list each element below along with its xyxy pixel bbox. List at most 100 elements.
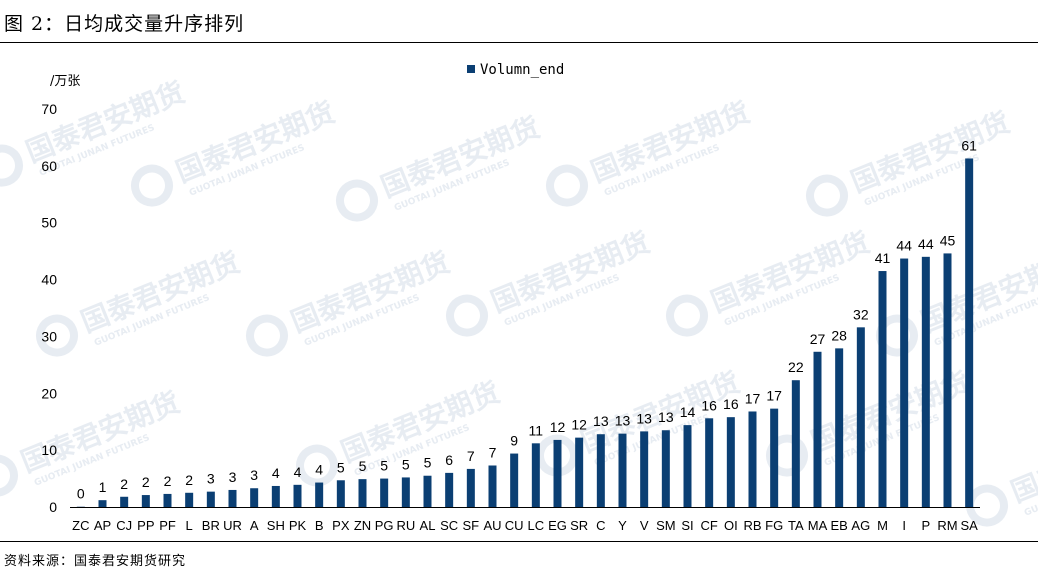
watermark-logo (36, 314, 79, 357)
x-tick-label: SR (570, 518, 588, 533)
watermark-logo (0, 454, 19, 497)
bar-value-label: 3 (250, 467, 258, 483)
x-tick-label: RU (396, 518, 415, 533)
x-tick-label: EG (548, 518, 567, 533)
bar (98, 500, 107, 507)
x-tick-label: I (902, 518, 906, 533)
x-tick-label: PX (332, 518, 350, 533)
x-tick-label: CF (700, 518, 717, 533)
bar-value-label: 1 (99, 479, 107, 495)
y-tick-label: 40 (41, 272, 57, 288)
x-tick-label: MA (808, 518, 828, 533)
watermark-text: 国泰君安期货 (586, 95, 754, 189)
watermark-text: 国泰君安期货 (1006, 415, 1038, 509)
bar-value-label: 16 (701, 397, 717, 413)
bar-value-label: 5 (380, 458, 388, 474)
x-tick-label: AP (94, 518, 111, 533)
y-tick-label: 50 (41, 215, 57, 231)
bar (466, 468, 475, 507)
bar-value-label: 27 (810, 331, 826, 347)
figure-title-row: 图 2：日均成交量升序排列 (0, 0, 1038, 42)
watermark-logo (336, 179, 379, 222)
x-tick-label: FG (765, 518, 783, 533)
bar (943, 253, 952, 507)
x-tick-label: A (250, 518, 259, 533)
bar (878, 271, 887, 507)
x-tick-label: SA (960, 518, 978, 533)
bar (336, 480, 345, 507)
bar (271, 485, 280, 507)
bar-value-label: 5 (402, 456, 410, 472)
watermark-text: 国泰君安期货 (846, 105, 1014, 199)
y-tick-label: 70 (41, 101, 57, 117)
bar-value-label: 0 (77, 486, 85, 502)
watermark-text: 国泰君安期货 (376, 110, 544, 204)
bar-value-label: 13 (615, 413, 631, 429)
watermark-text: 国泰君安期货 (706, 225, 874, 319)
bar (293, 484, 302, 507)
source-divider (0, 541, 1038, 542)
watermark-logo (446, 294, 489, 337)
watermark-text: 国泰君安期货 (21, 75, 189, 169)
bar (900, 258, 909, 507)
bar-value-label: 3 (229, 469, 237, 485)
watermark-logo (536, 434, 579, 477)
bar (141, 495, 150, 507)
bar (661, 430, 670, 507)
bar-value-label: 7 (489, 444, 497, 460)
x-tick-label: AU (483, 518, 501, 533)
x-tick-label: Y (618, 518, 627, 533)
watermark-logo (296, 444, 339, 487)
bar (705, 418, 714, 507)
bar-value-label: 12 (571, 417, 587, 433)
bar-value-label: 17 (766, 388, 782, 404)
bar-value-label: 17 (745, 390, 761, 406)
x-tick-label: AL (420, 518, 436, 533)
x-tick-label: CJ (116, 518, 132, 533)
bar (423, 475, 432, 507)
x-tick-label: C (596, 518, 605, 533)
watermark-logo (0, 144, 24, 187)
watermark-text: 国泰君安期货 (486, 225, 654, 319)
bar-value-label: 41 (875, 250, 891, 266)
bar-value-label: 9 (510, 433, 518, 449)
x-tick-label: B (315, 518, 324, 533)
title-divider (0, 42, 1038, 43)
bar (488, 465, 497, 507)
x-tick-label: EB (830, 518, 847, 533)
legend-label: Volumn_end (480, 62, 564, 78)
bar (835, 348, 844, 507)
bar-value-label: 5 (337, 459, 345, 475)
bar-value-label: 32 (853, 306, 869, 322)
bar (380, 478, 389, 507)
bar-value-label: 13 (636, 410, 652, 426)
x-tick-label: OI (724, 518, 738, 533)
x-tick-label: SH (267, 518, 285, 533)
bar (510, 453, 519, 507)
bar-value-label: 13 (658, 409, 674, 425)
x-tick-label: ZN (354, 518, 371, 533)
bar-value-label: 4 (294, 464, 302, 480)
bar (726, 417, 735, 507)
bar-value-label: 2 (142, 474, 150, 490)
bar (206, 491, 215, 507)
x-tick-label: AG (851, 518, 870, 533)
bar (120, 496, 129, 507)
bar (618, 433, 627, 507)
x-tick-label: PG (375, 518, 394, 533)
bar-value-label: 2 (164, 473, 172, 489)
bar (770, 408, 779, 507)
bar-value-label: 16 (723, 396, 739, 412)
x-tick-label: TA (788, 518, 804, 533)
x-tick-label: SI (681, 518, 693, 533)
bar-value-label: 2 (120, 476, 128, 492)
bar-value-label: 45 (940, 232, 956, 248)
watermark-text: 国泰君安期货 (171, 95, 339, 189)
bar-value-label: 11 (529, 422, 544, 438)
x-tick-label: RB (743, 518, 761, 533)
watermark-logo (131, 164, 174, 207)
